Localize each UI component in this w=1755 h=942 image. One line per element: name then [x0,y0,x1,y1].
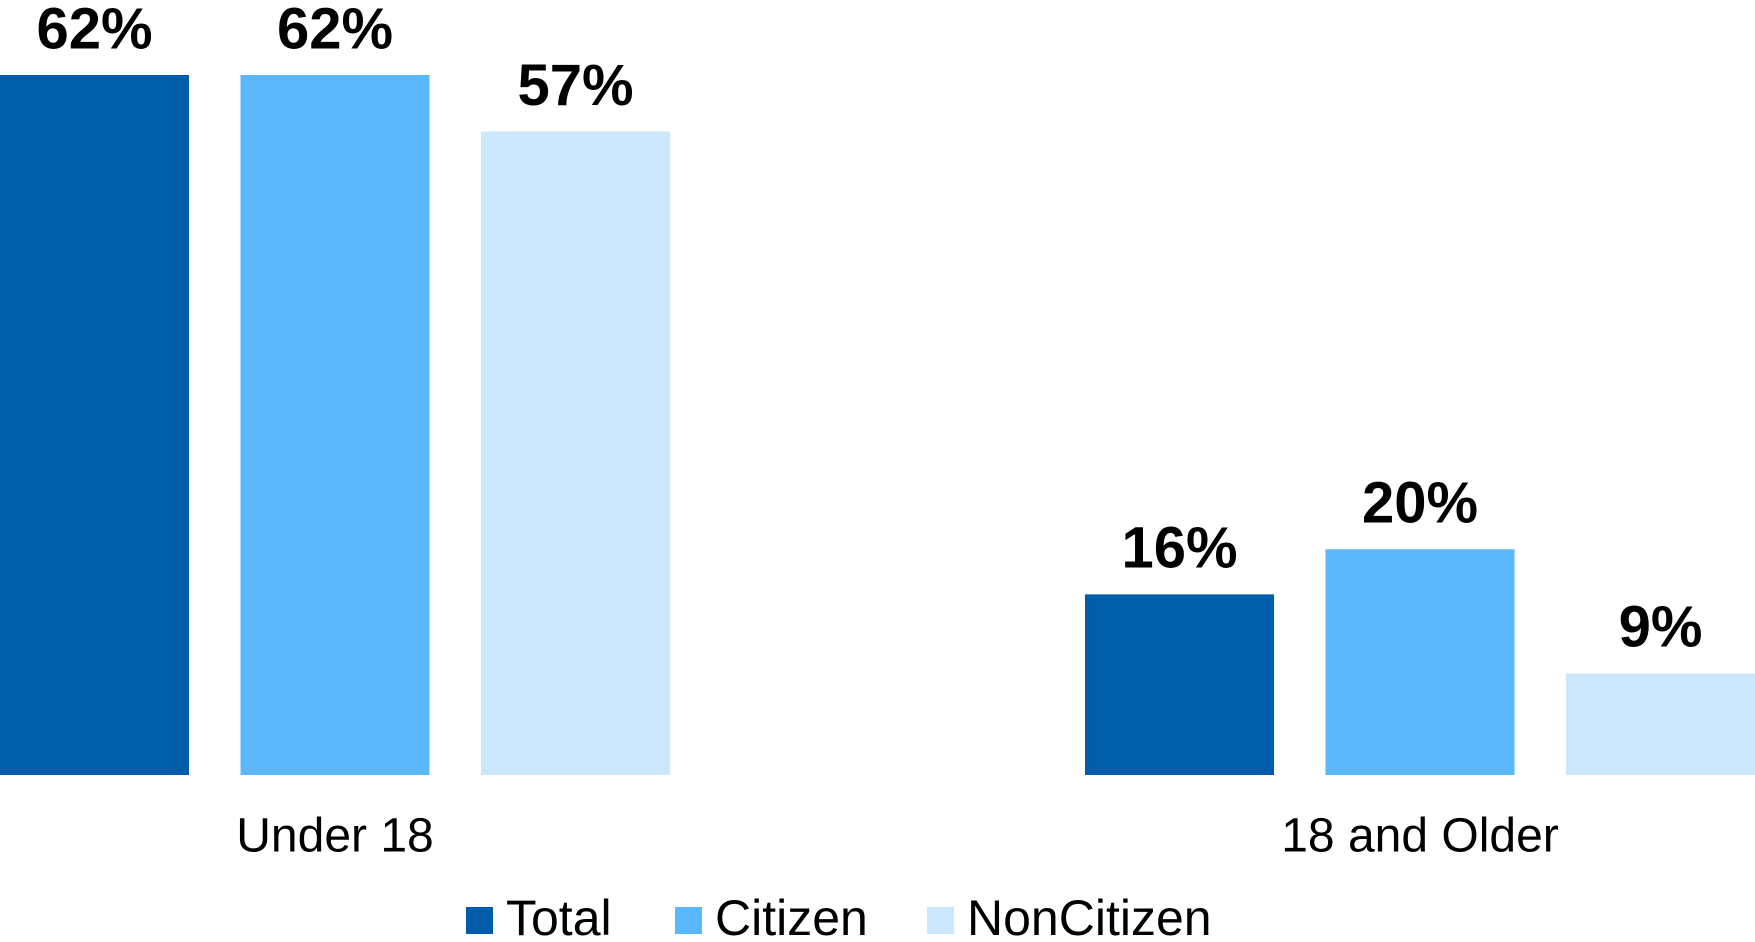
x-tick-label: 18 and Older [1281,810,1559,863]
legend-swatch [466,907,493,934]
bar [0,75,189,775]
data-label: 57% [517,53,633,118]
data-label: 9% [1619,595,1703,660]
bar [1566,673,1755,775]
data-label: 16% [1121,516,1237,581]
legend-label: Total [506,890,612,942]
data-label: 62% [36,0,152,61]
data-label: 62% [277,0,393,61]
data-label: 20% [1362,471,1478,536]
x-tick-label: Under 18 [236,810,433,863]
bar [240,75,430,775]
legend-swatch [675,907,702,934]
bar [481,131,670,776]
legend-swatch [927,907,954,934]
legend-label: Citizen [715,890,868,942]
bar [1085,594,1274,775]
bar [1325,549,1515,775]
legend-label: NonCitizen [967,890,1212,942]
